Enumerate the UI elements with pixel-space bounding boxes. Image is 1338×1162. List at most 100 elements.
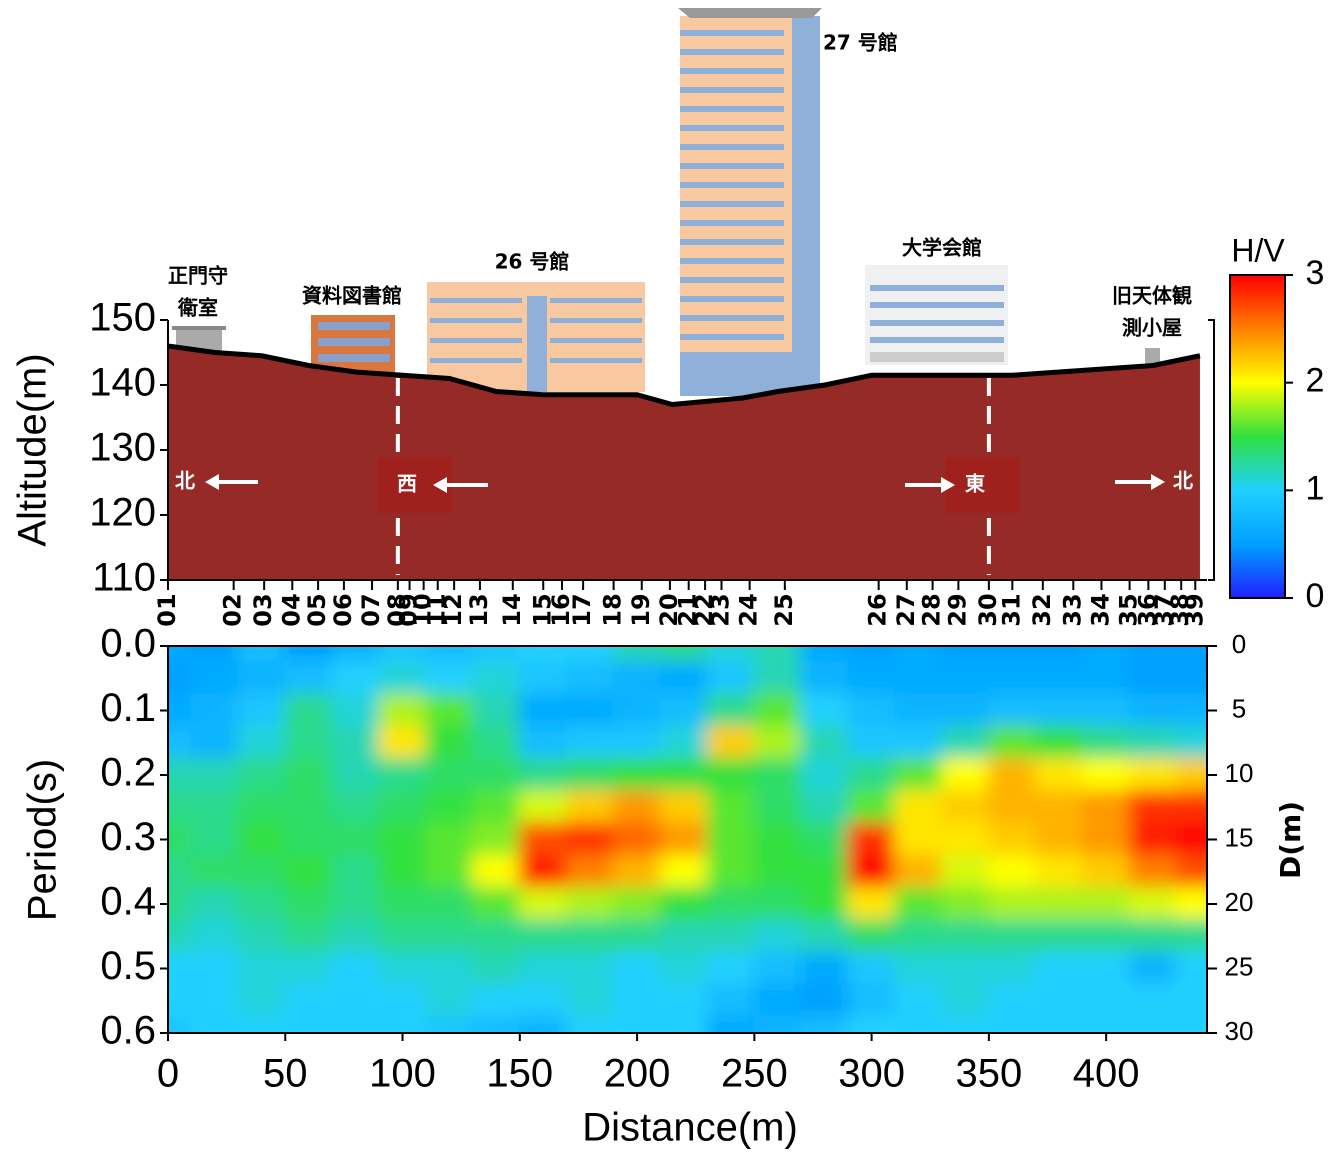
direction-label: 東 <box>965 472 985 496</box>
heatmap-cell <box>987 693 1037 728</box>
heatmap-cell <box>894 790 943 825</box>
y-tick-label: 150 <box>89 296 156 340</box>
heatmap-cell <box>987 1015 1037 1033</box>
heatmap-cell <box>471 757 521 793</box>
heatmap-cell <box>190 983 240 1018</box>
heatmap-cell <box>847 646 897 664</box>
heatmap-cell <box>424 822 474 857</box>
y-tick-label: 0.0 <box>100 622 156 666</box>
heatmap-cell <box>706 854 756 889</box>
station-label: 24 <box>735 593 763 626</box>
heatmap-cell <box>659 790 709 825</box>
heatmap-cell <box>168 919 193 954</box>
heatmap-cell <box>1081 757 1131 793</box>
heatmap-cell <box>565 725 615 760</box>
heatmap-cell <box>753 983 803 1018</box>
heatmap-cell <box>424 661 474 696</box>
heatmap-cell <box>894 822 943 857</box>
heatmap-cell <box>753 790 803 825</box>
heatmap-cell <box>331 822 381 857</box>
heatmap-cell <box>168 1015 193 1033</box>
heatmap-cell <box>1128 757 1178 793</box>
heatmap-cell <box>190 646 240 664</box>
x-tick-label: 400 <box>1073 1052 1140 1096</box>
heatmap-cell <box>284 693 334 728</box>
direction-label: 西 <box>397 472 417 496</box>
building-label: 正門守 <box>168 264 228 288</box>
station-label: 33 <box>1058 593 1086 626</box>
heatmap-cell <box>800 919 850 954</box>
heatmap-cell <box>612 693 662 728</box>
y2-axis-label: D(m) <box>1274 801 1307 879</box>
heatmap-cell <box>800 693 850 728</box>
y2-tick-label: 30 <box>1225 1016 1254 1046</box>
heatmap-cell <box>1128 822 1178 857</box>
heatmap-cell <box>284 919 334 954</box>
heatmap-cell <box>1081 919 1131 954</box>
heatmap-cell <box>894 919 943 954</box>
y-tick-label: 0.1 <box>100 686 156 730</box>
station-label: 13 <box>465 593 493 626</box>
building-label: 27 号館 <box>823 31 898 55</box>
station-label: 26 <box>864 593 892 626</box>
station-label: 28 <box>918 593 946 626</box>
heatmap-cell <box>471 983 521 1018</box>
heatmap-cell <box>1175 757 1207 793</box>
heatmap-cell <box>987 661 1037 696</box>
heatmap-cell <box>190 822 240 857</box>
heatmap-cell <box>518 822 568 857</box>
heatmap-cell <box>987 854 1037 889</box>
heatmap-cell <box>168 646 193 664</box>
station-label: 09 <box>395 593 423 626</box>
station-label: 38 <box>1166 593 1194 626</box>
heatmap-cell <box>237 661 287 696</box>
heatmap-cell <box>659 646 709 664</box>
heatmap-cell <box>190 886 240 922</box>
heatmap-cell <box>1034 822 1084 857</box>
heatmap-cell <box>800 790 850 825</box>
heatmap-cell <box>378 1015 427 1033</box>
heatmap-cell <box>706 983 756 1018</box>
heatmap-cell <box>894 646 943 664</box>
right-bracket <box>1208 319 1215 581</box>
heatmap-cell <box>331 983 381 1018</box>
station-label: 10 <box>409 593 437 626</box>
heatmap-cell <box>847 983 897 1018</box>
colorbar-tick-label: 0 <box>1306 577 1325 615</box>
heatmap-cell <box>284 790 334 825</box>
heatmap-cell <box>518 886 568 922</box>
station-label: 01 <box>153 593 181 626</box>
heatmap-cell <box>706 693 756 728</box>
heatmap-cell <box>168 757 193 793</box>
heatmap-cell <box>612 854 662 889</box>
heatmap-cell <box>753 919 803 954</box>
ground-area <box>168 346 1200 580</box>
heatmap-cell <box>518 693 568 728</box>
heatmap-cell <box>237 790 287 825</box>
heatmap-cell <box>378 854 427 889</box>
heatmap-cell <box>565 646 615 664</box>
y-tick-label: 110 <box>92 556 156 600</box>
heatmap-cell <box>565 822 615 857</box>
heatmap-cell <box>1128 919 1178 954</box>
heatmap-cell <box>1034 661 1084 696</box>
heatmap-cell <box>378 693 427 728</box>
heatmap-cell <box>1081 725 1131 760</box>
heatmap-cell <box>190 757 240 793</box>
station-label: 08 <box>383 593 411 626</box>
heatmap-cell <box>894 1015 943 1033</box>
heatmap-cell <box>753 822 803 857</box>
heatmap-cell <box>1128 1015 1178 1033</box>
heatmap-cell <box>940 661 990 696</box>
x-tick-label: 200 <box>604 1052 671 1096</box>
heatmap-cell <box>1128 725 1178 760</box>
heatmap-cell <box>284 822 334 857</box>
heatmap-cell <box>753 757 803 793</box>
heatmap-cell <box>1175 661 1207 696</box>
heatmap-cell <box>518 951 568 986</box>
heatmap-cell <box>847 951 897 986</box>
station-label: 03 <box>249 593 277 626</box>
heatmap-cell <box>190 661 240 696</box>
